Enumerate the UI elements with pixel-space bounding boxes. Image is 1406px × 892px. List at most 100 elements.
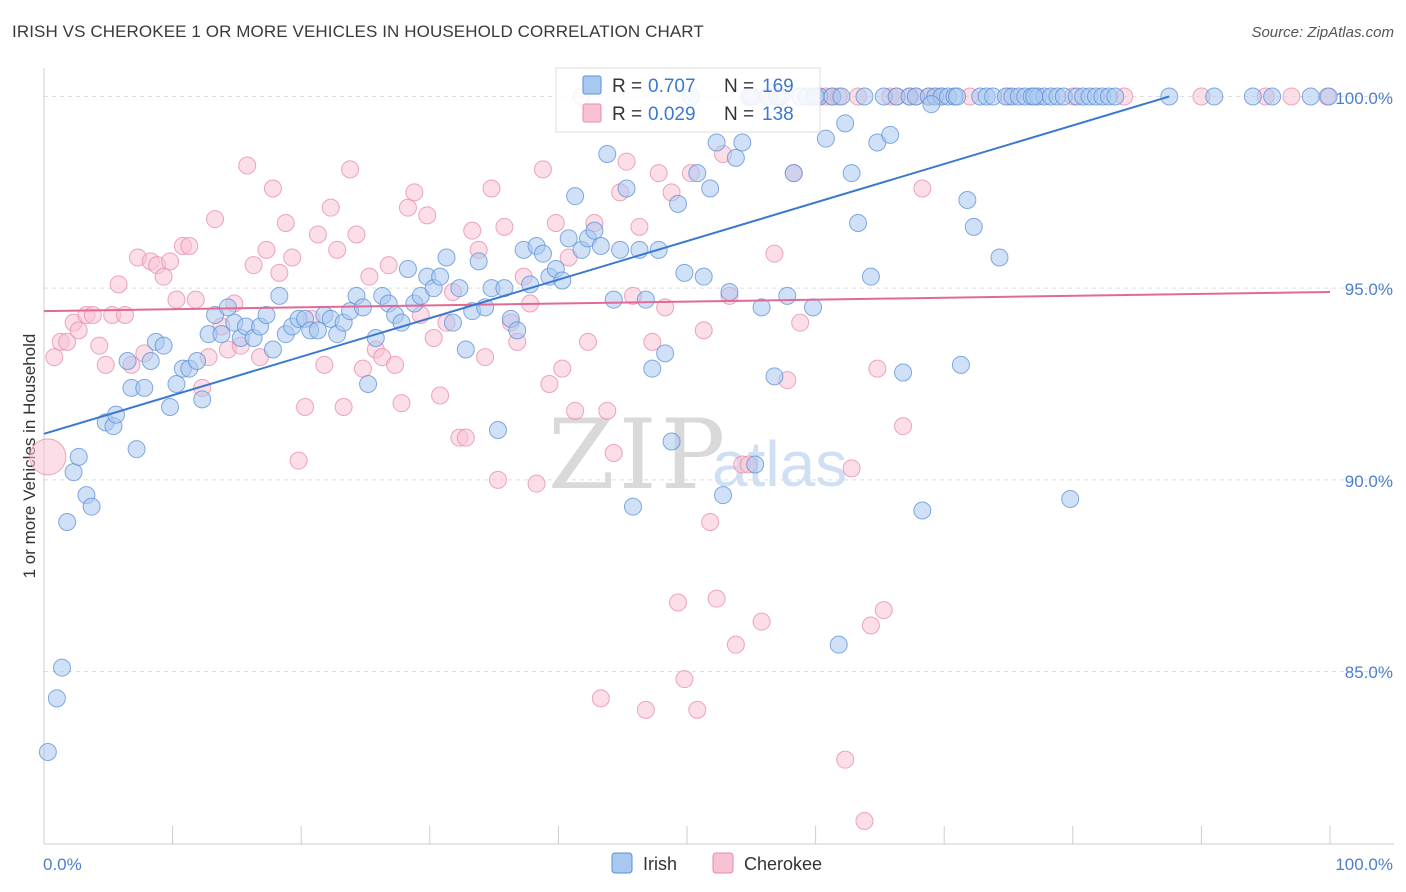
x-tick-label-end: 100.0% (1335, 855, 1393, 874)
legend-irish-n-label: N = (724, 76, 754, 97)
cherokee-point (752, 612, 771, 631)
irish-point (990, 248, 1009, 267)
cherokee-point (694, 321, 713, 340)
cherokee-point (341, 160, 360, 179)
cherokee-point (180, 237, 199, 255)
cherokee-point (167, 290, 186, 309)
irish-point (726, 148, 745, 167)
irish-point (47, 689, 66, 708)
irish-point (188, 352, 207, 370)
irish-point (1301, 87, 1320, 106)
bottom-legend: Irish Cherokee (611, 852, 822, 874)
x-tick-label-start: 0.0% (43, 855, 82, 874)
legend-cherokee-n-label: N = (724, 104, 754, 125)
irish-point (701, 179, 720, 198)
watermark-atlas: atlas (712, 428, 847, 500)
irish-point (161, 398, 180, 416)
legend: R = 0.707 N = 169 R = 0.029 N = 138 (555, 67, 821, 133)
cherokee-point (1282, 87, 1301, 106)
irish-point (135, 378, 154, 397)
cherokee-point (546, 214, 565, 232)
cherokee-point (488, 470, 507, 489)
cherokee-point (418, 206, 437, 225)
cherokee-point (424, 329, 443, 347)
irish-point (836, 114, 855, 133)
irish-point (694, 267, 713, 286)
cherokee-point (874, 601, 893, 620)
irish-point (643, 359, 662, 378)
irish-point (469, 252, 488, 271)
irish-point (714, 486, 733, 505)
irish-point (611, 240, 630, 259)
irish-point (746, 455, 765, 474)
irish-point (218, 298, 237, 317)
irish-point (82, 497, 101, 516)
cherokee-point (270, 263, 289, 282)
cherokee-point (296, 398, 315, 416)
irish-point (1061, 490, 1080, 508)
irish-point (861, 267, 880, 286)
x-ticks (43, 826, 1331, 844)
cherokee-point (334, 398, 353, 416)
cherokee-point (379, 256, 398, 275)
irish-point (598, 145, 617, 163)
irish-point (855, 87, 874, 106)
cherokee-point (855, 812, 874, 830)
cherokee-point (649, 164, 668, 183)
irish-point (69, 447, 88, 466)
cherokee-point (604, 444, 623, 462)
cherokee-point (276, 214, 295, 232)
irish-point (398, 260, 417, 278)
irish-point (816, 129, 835, 148)
irish-point (752, 298, 771, 317)
irish-point (58, 513, 77, 531)
cherokee-point (238, 156, 257, 175)
cherokee-point (360, 267, 379, 286)
irish-point (849, 214, 868, 232)
irish-point (591, 237, 610, 255)
cherokee-point (791, 313, 810, 332)
chart-title: IRISH VS CHEROKEE 1 OR MORE VEHICLES IN … (12, 22, 704, 41)
irish-point (38, 743, 57, 761)
cherokee-point (591, 689, 610, 708)
irish-point (832, 87, 851, 106)
irish-point (922, 95, 941, 114)
irish-point (443, 313, 462, 332)
cherokee-point (540, 375, 559, 393)
legend-irish-n-value: 169 (762, 76, 794, 97)
cherokee-point (315, 355, 334, 374)
cherokee-point (836, 750, 855, 769)
irish-trendline (43, 95, 1170, 435)
cherokee-point (392, 394, 411, 413)
cherokee-point (263, 179, 282, 198)
irish-point (707, 133, 726, 152)
irish-point (1106, 87, 1125, 106)
legend-irish-r-label: R = (612, 76, 642, 97)
cherokee-point (598, 401, 617, 420)
legend-cherokee-r-value: 0.029 (648, 104, 696, 125)
cherokee-point (353, 359, 372, 378)
irish-point (308, 321, 327, 340)
cherokee-point (527, 474, 546, 493)
cherokee-point (463, 221, 482, 240)
irish-point (1319, 87, 1338, 106)
legend-irish-r-value: 0.707 (648, 76, 696, 97)
cherokee-point (109, 275, 128, 294)
cherokee-point (482, 179, 501, 198)
cherokee-point (913, 179, 932, 198)
irish-point (1205, 87, 1224, 106)
bottom-legend-irish-label: Irish (643, 854, 677, 874)
legend-irish-swatch (582, 75, 602, 95)
irish-point (533, 244, 552, 263)
irish-point (270, 286, 289, 305)
irish-point (456, 340, 475, 359)
irish-point (617, 179, 636, 198)
irish-point (431, 267, 450, 286)
chart-source: Source: ZipAtlas.com (1251, 24, 1394, 41)
irish-point (842, 164, 861, 183)
irish-point (559, 229, 578, 248)
irish-point (720, 283, 739, 301)
cherokee-point (726, 635, 745, 654)
cherokee-point (636, 700, 655, 719)
cherokee-point (656, 298, 675, 317)
